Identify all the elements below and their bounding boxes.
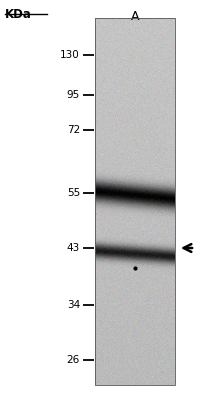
Text: 26: 26: [66, 355, 80, 365]
Bar: [95, 18, 174, 385]
Text: 130: 130: [60, 50, 80, 60]
Text: KDa: KDa: [5, 8, 32, 21]
Text: 72: 72: [66, 125, 80, 135]
Text: 43: 43: [66, 243, 80, 253]
Text: 95: 95: [66, 90, 80, 100]
Text: 55: 55: [66, 188, 80, 198]
Text: 34: 34: [66, 300, 80, 310]
Text: A: A: [130, 10, 139, 23]
